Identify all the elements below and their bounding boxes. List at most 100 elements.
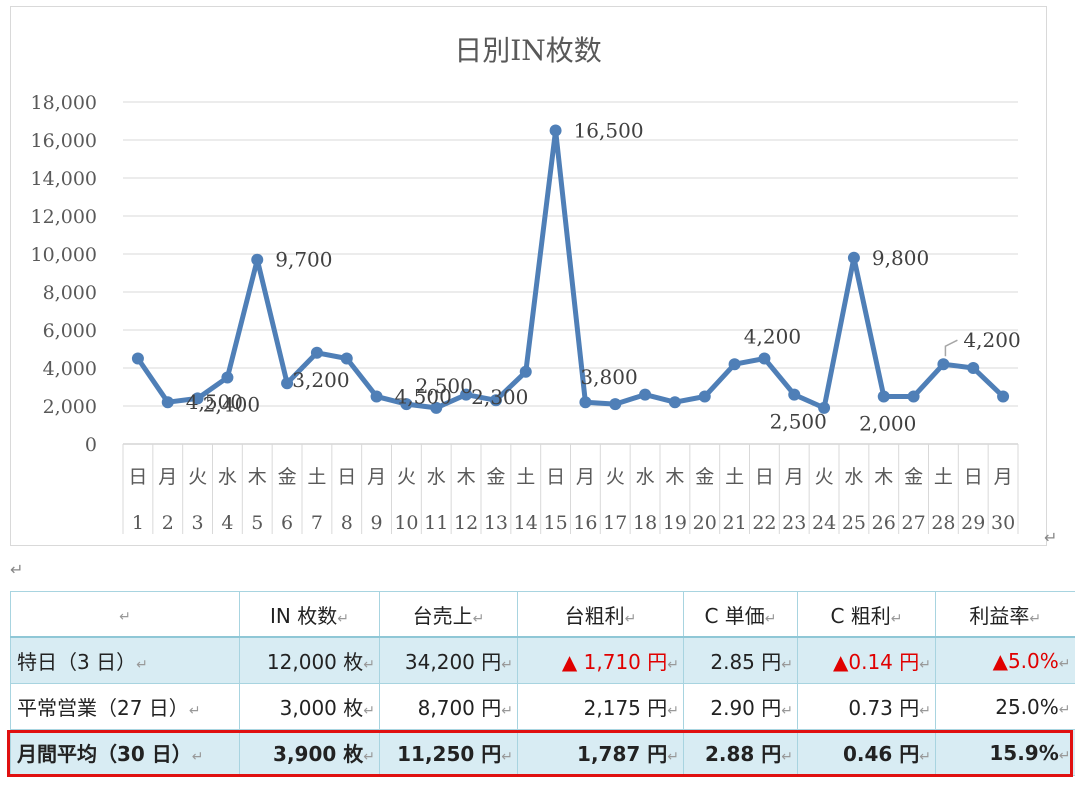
cell-end-mark: ↵ bbox=[136, 657, 148, 673]
x-day-label: 金 bbox=[904, 466, 923, 488]
x-date-label: 2 bbox=[162, 512, 174, 534]
x-day-label: 月 bbox=[994, 466, 1013, 488]
paragraph-mark: ↵ bbox=[10, 560, 24, 579]
x-date-label: 9 bbox=[371, 512, 383, 534]
cell-end-mark: ↵ bbox=[667, 703, 679, 719]
table-cell: 8,700 円↵ bbox=[379, 683, 518, 730]
x-day-label: 水 bbox=[427, 466, 446, 488]
x-day-label: 水 bbox=[636, 466, 655, 488]
cell-value: 3,900 枚 bbox=[273, 742, 364, 766]
data-label: 9,700 bbox=[275, 248, 332, 272]
table-cell: 2,175 円↵ bbox=[517, 683, 684, 730]
x-date-label: 25 bbox=[842, 512, 866, 534]
data-label: 2,500 bbox=[770, 410, 827, 434]
cell-end-mark: ↵ bbox=[764, 610, 777, 627]
table-cell: ▲5.0%↵ bbox=[935, 637, 1075, 684]
table-cell: 2.88 円↵ bbox=[683, 729, 798, 776]
x-day-label: 木 bbox=[665, 466, 684, 488]
table-cell: 0.73 円↵ bbox=[797, 683, 936, 730]
x-date-label: 18 bbox=[633, 512, 657, 534]
table-row: 平常営業（27 日）↵ 3,000 枚↵ 8,700 円↵ 2,175 円↵ 2.90 … bbox=[10, 683, 1075, 730]
data-point bbox=[609, 398, 622, 411]
cell-end-mark: ↵ bbox=[667, 749, 679, 765]
cell-end-mark: ↵ bbox=[919, 749, 931, 765]
data-point bbox=[728, 358, 741, 371]
cell-value: 12,000 枚 bbox=[266, 650, 364, 674]
table-cell: 34,200 円↵ bbox=[379, 637, 518, 684]
data-point bbox=[818, 401, 831, 414]
data-point bbox=[758, 352, 771, 365]
cell-end-mark: ↵ bbox=[363, 703, 375, 719]
table-cell: 11,250 円↵ bbox=[379, 729, 518, 776]
x-date-label: 15 bbox=[543, 512, 567, 534]
x-day-label: 月 bbox=[785, 466, 804, 488]
data-label: 3,800 bbox=[580, 365, 637, 389]
x-date-label: 26 bbox=[872, 512, 896, 534]
x-day-label: 火 bbox=[606, 466, 625, 488]
data-label: 4,200 bbox=[963, 328, 1020, 352]
x-date-label: 23 bbox=[782, 512, 806, 534]
x-date-label: 24 bbox=[812, 512, 836, 534]
chart-container: 日別IN枚数 0 2,000 4,000 6,000 8,000 10,000 12,000 1… bbox=[10, 6, 1047, 546]
cell-value: 3,000 枚 bbox=[279, 696, 364, 720]
x-day-label: 火 bbox=[815, 466, 834, 488]
cell-end-mark: ↵ bbox=[1058, 655, 1071, 672]
summary-table: ↵ IN 枚数↵ 台売上↵ 台粗利↵ C 単価↵ C 粗利↵ 利益率↵ 特日（3 日）↵ 12… bbox=[10, 591, 1075, 776]
data-point bbox=[460, 388, 473, 401]
cell-end-mark: ↵ bbox=[501, 657, 513, 673]
x-day-label: 月 bbox=[367, 466, 386, 488]
cell-end-mark: ↵ bbox=[781, 657, 793, 673]
table-cell: ▲0.14 円↵ bbox=[797, 637, 936, 684]
cell-value: ▲ 1,710 円 bbox=[561, 650, 668, 674]
x-date-label: 29 bbox=[961, 512, 985, 534]
header-cell: C 粗利↵ bbox=[797, 591, 936, 638]
header-cell: IN 枚数↵ bbox=[239, 591, 380, 638]
data-point bbox=[310, 346, 323, 359]
x-day-label: 日 bbox=[964, 466, 983, 488]
table-cell: 15.9%↵ bbox=[935, 729, 1075, 776]
data-point bbox=[519, 365, 532, 378]
data-label: 3,200 bbox=[292, 368, 349, 392]
x-day-label: 木 bbox=[874, 466, 893, 488]
y-tick-label: 18,000 bbox=[31, 92, 97, 114]
row-label-text: 月間平均（30 日） bbox=[17, 742, 192, 766]
x-day-label: 水 bbox=[218, 466, 237, 488]
y-tick-label: 12,000 bbox=[31, 206, 97, 228]
data-point bbox=[847, 251, 860, 264]
cell-end-mark: ↵ bbox=[119, 609, 131, 625]
cell-end-mark: ↵ bbox=[667, 657, 679, 673]
table-cell: 2.85 円↵ bbox=[683, 637, 798, 684]
table-cell: 2.90 円↵ bbox=[683, 683, 798, 730]
x-date-label: 14 bbox=[514, 512, 538, 534]
x-day-label: 土 bbox=[934, 466, 953, 488]
cell-value: 2.85 円 bbox=[710, 650, 782, 674]
data-point bbox=[967, 362, 980, 374]
table-row: 月間平均（30 日）↵ 3,900 枚↵ 11,250 円↵ 1,787 円↵ 2.88… bbox=[10, 729, 1075, 776]
chart-title: 日別IN枚数 bbox=[454, 34, 602, 67]
data-point bbox=[161, 396, 174, 409]
cell-value: 11,250 円 bbox=[397, 742, 502, 766]
data-point bbox=[251, 253, 264, 266]
cell-value: 0.46 円 bbox=[842, 742, 920, 766]
cell-end-mark: ↵ bbox=[191, 749, 204, 765]
x-day-label: 木 bbox=[457, 466, 476, 488]
x-date-label: 19 bbox=[663, 512, 687, 534]
cell-end-mark: ↵ bbox=[624, 610, 637, 627]
cell-value: 2.88 円 bbox=[704, 742, 782, 766]
table-cell: 1,787 円↵ bbox=[517, 729, 684, 776]
cell-value: 2,175 円 bbox=[583, 696, 668, 720]
data-point bbox=[281, 377, 294, 390]
x-day-label: 日 bbox=[128, 466, 147, 488]
cell-end-mark: ↵ bbox=[781, 749, 793, 765]
x-day-label: 金 bbox=[695, 466, 714, 488]
x-date-label: 28 bbox=[931, 512, 955, 534]
x-date-label: 16 bbox=[573, 512, 597, 534]
data-point bbox=[131, 352, 144, 365]
data-point bbox=[877, 390, 890, 403]
data-label: 9,800 bbox=[872, 246, 929, 270]
cell-end-mark: ↵ bbox=[919, 703, 931, 719]
x-day-label: 日 bbox=[337, 466, 356, 488]
series-line bbox=[135, 128, 1005, 411]
cell-value: 8,700 円 bbox=[417, 696, 502, 720]
cell-end-mark: ↵ bbox=[363, 657, 375, 673]
